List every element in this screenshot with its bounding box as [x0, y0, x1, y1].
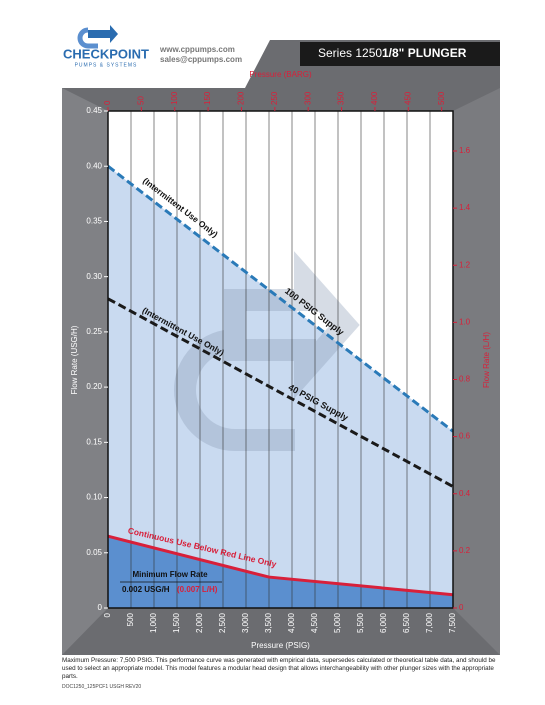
x2-tick-label: 150 [203, 91, 212, 105]
tagline: PUMPS & SYSTEMS [75, 62, 138, 68]
y2-tick-label: 0.6 [459, 432, 471, 441]
y-tick-label: 0.35 [86, 217, 102, 226]
min-flow-label: Minimum Flow Rate [132, 570, 208, 579]
email: sales@cppumps.com [160, 55, 242, 64]
x-tick-label: 4,500 [310, 612, 319, 633]
y2-tick-label: 1.2 [459, 260, 471, 269]
x-tick-label: 4,000 [287, 612, 296, 633]
y-tick-label: 0.45 [86, 106, 102, 115]
x-tick-label: 5,500 [356, 612, 365, 633]
frame-shade [453, 88, 500, 655]
x2-tick-label: 0 [103, 100, 112, 105]
model-title: 1/8" PLUNGER [382, 46, 467, 60]
min-flow-usg: 0.002 USG/H [122, 585, 170, 594]
x-tick-label: 1,000 [149, 612, 158, 633]
series-line [107, 534, 454, 597]
x-tick-label: 0 [103, 612, 112, 617]
x-tick-label: 6,000 [379, 612, 388, 633]
y-tick-label: 0.10 [86, 493, 102, 502]
x-tick-label: 3,500 [264, 612, 273, 633]
y2-tick-label: 0.4 [459, 489, 471, 498]
y2-tick-label: 0.2 [459, 546, 471, 555]
x-tick-label: 5,000 [333, 612, 342, 633]
y-axis-title: Flow Rate (USG/H) [70, 325, 79, 394]
y2-tick-label: 1.0 [459, 317, 471, 326]
x2-tick-label: 200 [237, 91, 246, 105]
x2-tick-label: 350 [337, 91, 346, 105]
x2-tick-label: 100 [170, 91, 179, 105]
frame-shade [62, 88, 108, 655]
y2-tick-label: 0.8 [459, 375, 471, 384]
series-line [107, 165, 454, 433]
area [108, 166, 453, 608]
y-tick-label: 0.15 [86, 437, 102, 446]
y2-tick-label: 1.6 [459, 146, 471, 155]
watermark [174, 251, 360, 451]
logo-icon [77, 25, 118, 49]
title-bar [300, 42, 500, 66]
y-tick-label: 0.05 [86, 548, 102, 557]
x2-tick-label: 300 [303, 91, 312, 105]
x-tick-label: 6,500 [402, 612, 411, 633]
x2-tick-label: 400 [370, 91, 379, 105]
website: www.cppumps.com [159, 45, 235, 54]
series-title: Series 1250 [318, 46, 382, 60]
y-tick-label: 0.20 [86, 382, 102, 391]
x-tick-label: 3,000 [241, 612, 250, 633]
x-tick-label: 7,500 [448, 612, 457, 633]
doc-number: DOC1250_125PCF1 USGH REV20 [62, 684, 142, 690]
min-flow-lh: (0.007 L/H) [177, 585, 218, 594]
plot-border [107, 110, 454, 609]
y2-tick-label: 0 [459, 603, 464, 612]
brand: CHECKPOINT [63, 46, 149, 61]
x2-tick-label: 50 [136, 96, 145, 105]
y-tick-label: 0.25 [86, 327, 102, 336]
x-tick-label: 500 [126, 612, 135, 626]
x2-tick-label: 250 [270, 91, 279, 105]
series-line [107, 297, 454, 488]
x-tick-label: 7,000 [425, 612, 434, 633]
footer-note: Maximum Pressure: 7,500 PSIG. This perfo… [62, 657, 496, 680]
area [108, 536, 453, 608]
y-tick-label: 0.30 [86, 272, 102, 281]
y2-tick-label: 1.4 [459, 203, 471, 212]
y-tick-label: 0 [98, 603, 103, 612]
x-tick-label: 1,500 [172, 612, 181, 633]
x-tick-label: 2,500 [218, 612, 227, 633]
x2-tick-label: 500 [437, 91, 446, 105]
x-axis-title: Pressure (PSIG) [251, 641, 310, 650]
x2-axis-title: Pressure (BARG) [249, 70, 312, 79]
y-tick-label: 0.40 [86, 161, 102, 170]
y2-axis-title: Flow Rate (L/H) [482, 332, 491, 388]
x-tick-label: 2,000 [195, 612, 204, 633]
x2-tick-label: 450 [403, 91, 412, 105]
